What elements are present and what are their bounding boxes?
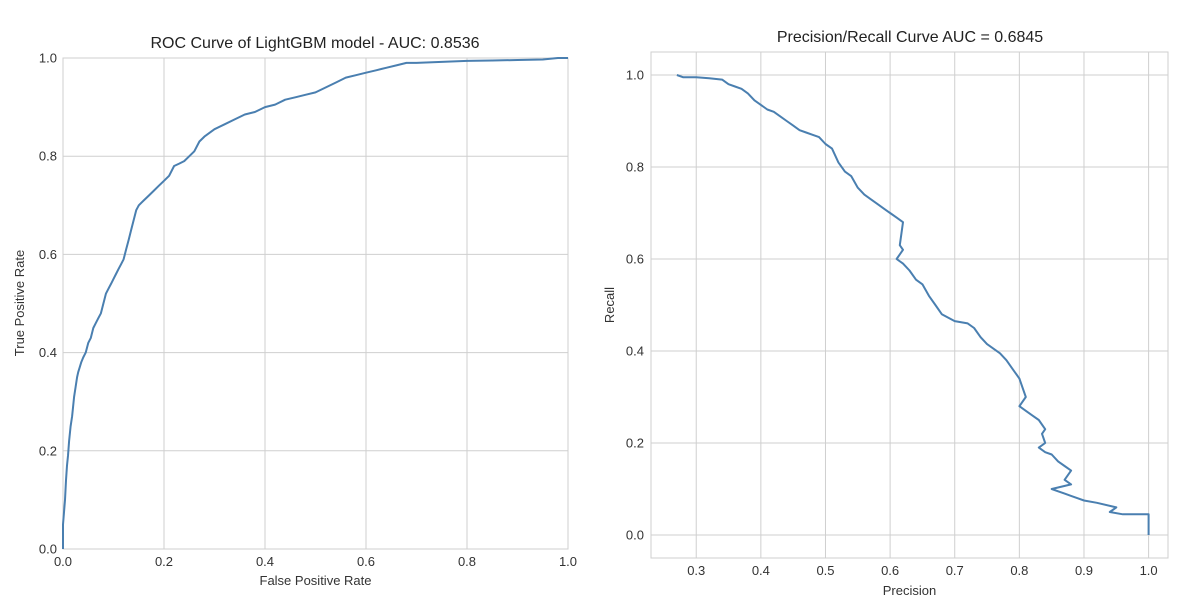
y-tick-label: 0.4 bbox=[626, 344, 644, 359]
y-axis-label: Recall bbox=[602, 287, 617, 323]
y-tick-label: 0.2 bbox=[39, 443, 57, 458]
y-tick-label: 1.0 bbox=[626, 68, 644, 83]
y-tick-label: 0.2 bbox=[626, 436, 644, 451]
precision-recall-chart: 0.3 0.4 0.5 0.6 0.7 0.8 0.9 1.0 0.0 0.2 0.4 0.6 0.8 1… bbox=[602, 29, 1169, 598]
roc-curve-line bbox=[62, 57, 568, 549]
roc-chart: 0.0 0.2 0.4 0.6 0.8 1.0 0.0 0.2 0.4 0.6 0.8 1.0 ROC … bbox=[12, 35, 577, 588]
x-tick-label: 0.4 bbox=[752, 563, 770, 578]
y-tick-label: 0.6 bbox=[39, 247, 57, 262]
x-tick-label: 0.6 bbox=[881, 563, 899, 578]
chart-title: Precision/Recall Curve AUC = 0.6845 bbox=[777, 29, 1043, 46]
y-tick-label: 0.8 bbox=[39, 149, 57, 164]
x-axis-label: Precision bbox=[883, 583, 936, 598]
y-tick-label: 1.0 bbox=[39, 51, 57, 66]
x-tick-label: 0.7 bbox=[946, 563, 964, 578]
x-tick-label: 0.0 bbox=[54, 554, 72, 569]
x-tick-label: 0.3 bbox=[687, 563, 705, 578]
x-tick-label: 0.9 bbox=[1075, 563, 1093, 578]
x-axis-label: False Positive Rate bbox=[260, 573, 372, 588]
y-tick-label: 0.8 bbox=[626, 160, 644, 175]
y-axis-label: True Positive Rate bbox=[12, 250, 27, 356]
plot-frame bbox=[650, 51, 1169, 559]
x-tick-label: 0.2 bbox=[155, 554, 173, 569]
x-tick-label: 0.6 bbox=[357, 554, 375, 569]
y-tick-label: 0.0 bbox=[626, 528, 644, 543]
x-tick-label: 0.8 bbox=[458, 554, 476, 569]
x-tick-label: 0.5 bbox=[816, 563, 834, 578]
y-tick-label: 0.4 bbox=[39, 345, 57, 360]
chart-title: ROC Curve of LightGBM model - AUC: 0.853… bbox=[150, 35, 479, 52]
plot-frame bbox=[62, 57, 569, 550]
y-tick-label: 0.6 bbox=[626, 252, 644, 267]
y-tick-label: 0.0 bbox=[39, 542, 57, 557]
x-tick-label: 1.0 bbox=[559, 554, 577, 569]
x-tick-label: 1.0 bbox=[1140, 563, 1158, 578]
x-tick-label: 0.4 bbox=[256, 554, 274, 569]
pr-curve-line bbox=[676, 74, 1150, 535]
x-tick-label: 0.8 bbox=[1010, 563, 1028, 578]
